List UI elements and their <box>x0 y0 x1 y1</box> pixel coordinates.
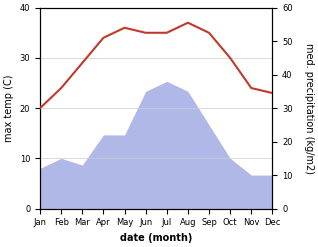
Y-axis label: max temp (C): max temp (C) <box>4 74 14 142</box>
Y-axis label: med. precipitation (kg/m2): med. precipitation (kg/m2) <box>304 43 314 174</box>
X-axis label: date (month): date (month) <box>120 233 192 243</box>
